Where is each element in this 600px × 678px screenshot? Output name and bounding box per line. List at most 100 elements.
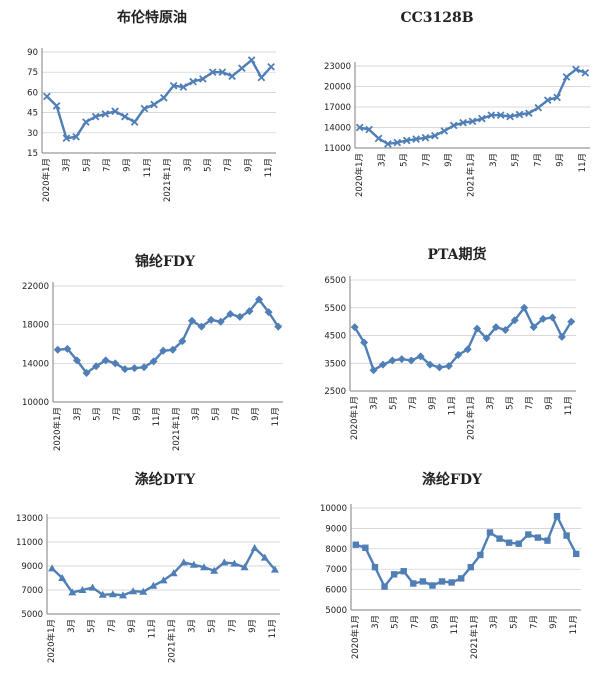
data-point [207,315,216,324]
data-point [539,314,548,323]
data-point [169,81,178,90]
chart-title: 涤纶DTY [135,471,197,488]
data-point [459,118,467,127]
data-point [260,553,269,561]
data-point [72,133,80,141]
y-tick-label: 10000 [320,504,347,514]
data-point [438,578,446,585]
y-tick-label: 11000 [324,144,351,154]
data-point [53,345,62,354]
x-tick-label: 7月 [410,615,420,629]
data-point [515,540,522,547]
data-point [421,133,430,142]
data-point [178,337,187,346]
data-point [264,308,273,317]
data-point [121,112,129,121]
data-point [230,559,239,567]
data-point [91,112,100,121]
data-point [390,571,398,578]
data-point [374,134,383,143]
y-tick-label: 20000 [324,83,351,93]
data-point [397,355,406,364]
data-point [189,77,197,86]
data-point [200,563,209,571]
x-tick-label: 5月 [389,396,399,410]
data-point [210,566,219,574]
data-point [505,539,513,546]
x-tick-label: 7月 [103,158,113,172]
data-point [473,324,482,333]
x-tick-label: 11月 [264,158,274,177]
series-line [359,68,586,146]
x-tick-label: 7月 [525,396,535,410]
data-point [257,73,266,82]
data-point [111,107,119,116]
x-tick-label: 5月 [87,619,97,633]
y-tick-label: 15 [27,149,38,159]
data-point [410,580,417,587]
data-point [159,346,168,355]
chart-title: 涤纶FDY [422,471,483,488]
y-tick-label: 14000 [22,359,49,369]
data-point [140,363,149,372]
data-point [129,587,138,595]
data-point [68,588,77,596]
x-tick-label: 7月 [224,158,234,172]
x-tick-label: 2021年1月 [466,396,477,440]
data-point [440,127,449,135]
x-tick-label: 11月 [578,153,588,172]
data-point [179,558,188,566]
data-point [416,352,425,361]
x-tick-label: 2021年1月 [167,619,178,663]
data-point [496,535,503,542]
data-point [267,62,275,71]
x-tick-label: 7月 [533,153,543,167]
data-point [120,365,129,374]
y-tick-label: 8000 [325,545,347,555]
data-point [228,72,236,81]
chart-2: CC3128B 11000 14000 17000 20000 23000 2020年1月 3… [324,10,590,197]
x-tick-label: 7月 [107,619,117,633]
data-point [43,92,51,101]
data-point [199,75,207,83]
data-point [274,322,283,331]
data-point [553,512,561,520]
data-point [350,323,359,332]
data-point [520,303,529,312]
x-tick-label: 9月 [127,619,137,633]
y-tick-label: 45 [27,109,38,119]
data-point [553,93,561,102]
x-tick-label: 5月 [400,153,410,167]
series-line [353,306,573,372]
data-point [98,590,107,598]
y-tick-label: 7000 [325,565,347,575]
data-point [82,369,91,377]
x-tick-label: 9月 [251,407,261,421]
x-tick-label: 3月 [62,158,72,172]
data-point [235,312,244,321]
data-point [62,134,71,143]
data-point [216,317,225,326]
data-point [525,531,532,538]
x-tick-label: 5月 [93,407,103,421]
chart-title: PTA期货 [427,246,486,263]
data-point [543,96,552,105]
data-point [149,357,158,366]
data-point [365,125,373,134]
data-point [478,114,486,123]
x-tick-label: 2020年1月 [52,407,63,451]
y-tick-label: 2500 [324,387,346,397]
x-tick-label: 2021年1月 [469,615,480,659]
data-point [255,295,264,304]
y-tick-label: 5000 [21,610,43,620]
x-tick-label: 9月 [545,396,555,410]
x-tick-label: 7月 [112,407,122,421]
data-point [429,582,436,589]
data-point [118,591,127,599]
data-point [562,73,571,81]
x-tick-label: 11月 [268,619,278,638]
x-tick-label: 11月 [569,615,579,634]
x-tick-label: 5月 [208,619,218,633]
data-point [400,568,407,575]
x-tick-label: 7月 [228,619,238,633]
